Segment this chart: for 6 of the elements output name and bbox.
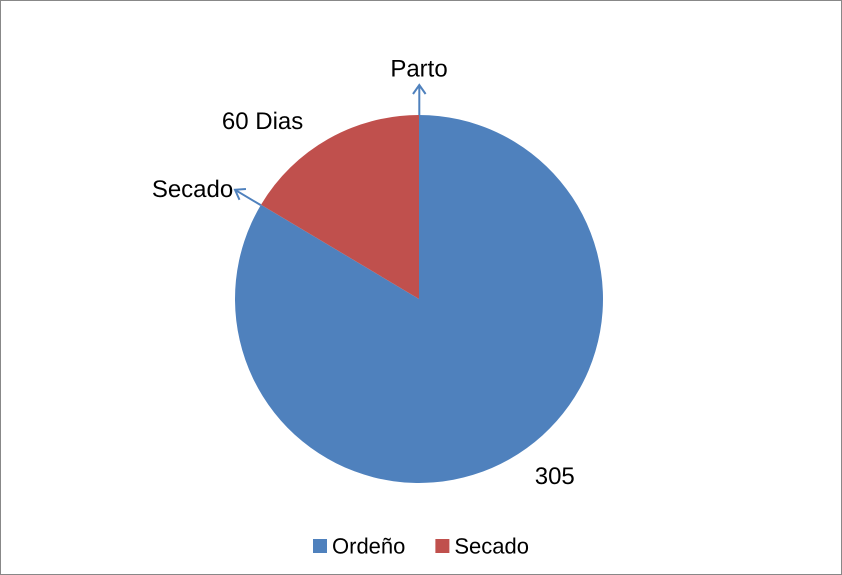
text: Secado [152,176,234,203]
data-label: 305 [534,462,575,490]
legend-label: Secado [454,534,530,558]
data-label: 60 Dias [222,108,304,136]
legend-label: Ordeño [332,534,406,558]
text: Parto [390,56,448,82]
